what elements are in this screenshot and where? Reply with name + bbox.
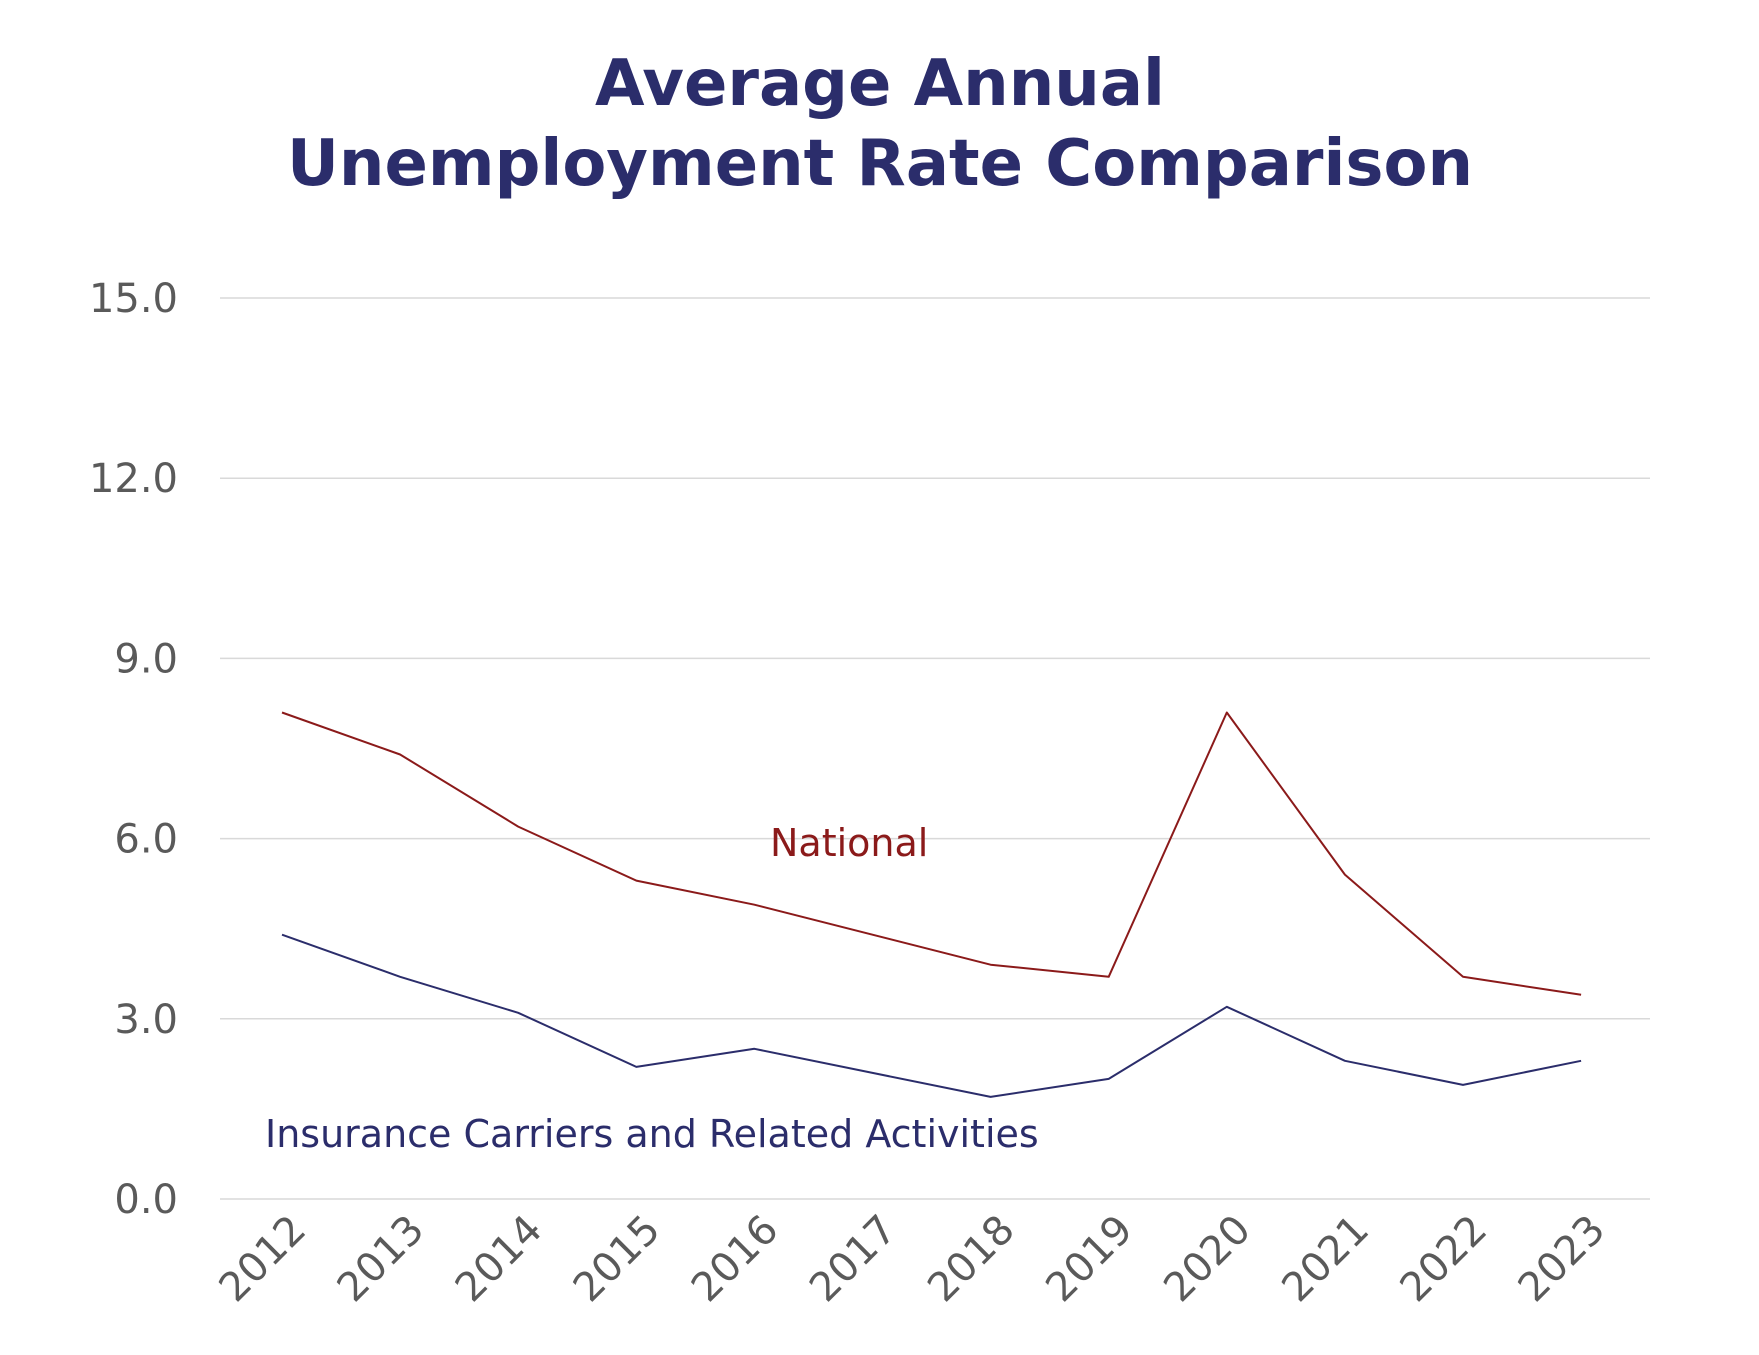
x-tick-label: 2015	[565, 1207, 670, 1312]
x-tick-label: 2012	[211, 1207, 316, 1312]
chart-title-line-1: Average Annual	[595, 47, 1165, 121]
series-line-national	[281, 711, 1582, 996]
x-tick-label: 2020	[1155, 1207, 1260, 1312]
y-tick-label: 15.0	[89, 276, 178, 322]
x-tick-label: 2019	[1037, 1207, 1142, 1312]
x-tick-label: 2018	[919, 1207, 1024, 1312]
series-line-insurance	[281, 933, 1582, 1098]
gridlines	[220, 297, 1650, 1200]
x-tick-label: 2021	[1273, 1207, 1378, 1312]
y-tick-label: 6.0	[114, 817, 178, 863]
series-label-national: National	[770, 821, 928, 865]
x-tick-label: 2013	[329, 1207, 434, 1312]
y-tick-label: 3.0	[114, 997, 178, 1043]
x-axis-ticks: 2012 2013 2014 2015 2016 2017 2018 2019 2020 2021…	[211, 1207, 1615, 1312]
x-tick-label: 2017	[801, 1207, 906, 1312]
x-tick-label: 2023	[1510, 1207, 1615, 1312]
x-tick-label: 2016	[683, 1207, 788, 1312]
y-tick-label: 9.0	[114, 636, 178, 682]
series-lines	[281, 711, 1582, 1098]
series-label-insurance: Insurance Carriers and Related Activitie…	[265, 1112, 1039, 1156]
y-axis-ticks: 0.0 3.0 6.0 9.0 12.0 15.0	[89, 276, 178, 1223]
y-tick-label: 0.0	[114, 1177, 178, 1223]
x-tick-label: 2022	[1392, 1207, 1497, 1312]
x-tick-label: 2014	[447, 1207, 552, 1312]
y-tick-label: 12.0	[89, 456, 178, 502]
chart-title-line-2: Unemployment Rate Comparison	[287, 127, 1473, 201]
